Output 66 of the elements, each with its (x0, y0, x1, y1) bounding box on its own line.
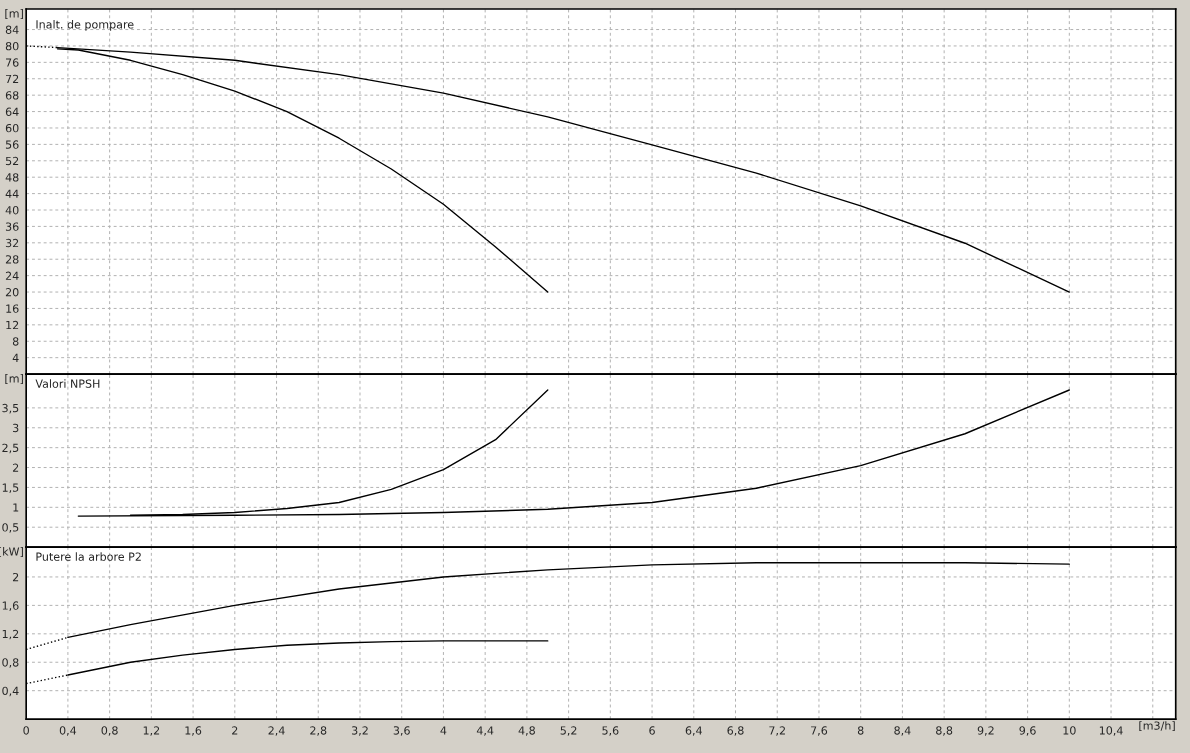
x-tick-label: 2 (232, 726, 238, 735)
y-tick-label: 1,5 (2, 483, 19, 493)
x-tick-label: 4 (440, 726, 447, 735)
x-tick-label: 8,4 (894, 726, 911, 736)
chart-title: Valori NPSH (35, 379, 100, 388)
y-tick-label: 2 (12, 463, 19, 472)
x-tick-label: 0 (23, 726, 29, 735)
y-tick-label: 4 (12, 353, 19, 362)
y-tick-label: 76 (6, 58, 19, 67)
y-tick-label: 3,5 (2, 403, 19, 414)
y-tick-label: 52 (5, 156, 19, 166)
y-tick-label: 0,5 (2, 523, 19, 533)
y-tick-label: 80 (5, 41, 19, 51)
y-tick-label: 2 (12, 572, 19, 582)
x-tick-label: 8,8 (936, 726, 953, 736)
text: Inalt. de pompare (36, 19, 134, 31)
x-tick-label: 8 (857, 726, 864, 735)
x-tick-label: 4,4 (476, 726, 494, 736)
x-tick-label: 5,2 (560, 726, 577, 736)
x-tick-label: 10,4 (1099, 726, 1123, 736)
x-tick-label: 6,8 (727, 726, 744, 736)
x-tick-label: 4,8 (518, 726, 535, 736)
x-tick-label: 6 (649, 726, 655, 735)
y-tick-label: 64 (5, 107, 19, 116)
y-tick-label: 60 (5, 123, 19, 133)
y-tick-label: 48 (5, 173, 19, 182)
y-tick-label: 84 (5, 25, 19, 34)
y-axis-title: [m] (5, 9, 23, 19)
y-tick-label: 1,6 (2, 601, 19, 611)
x-tick-label: 10 (1063, 726, 1076, 735)
y-tick-label: 1 (13, 503, 19, 512)
x-tick-label: 1,6 (185, 726, 202, 736)
x-tick-label: 9,2 (977, 726, 994, 736)
y-tick-label: 56 (5, 140, 19, 149)
y-tick-label: 24 (5, 271, 19, 280)
y-tick-label: 0,4 (2, 686, 19, 697)
x-tick-label: 7,2 (769, 726, 785, 736)
x-tick-label: 3,2 (352, 726, 368, 736)
y-tick-label: 20 (5, 288, 19, 297)
y-tick-label: 0,8 (2, 658, 19, 668)
y-tick-label: 36 (5, 222, 19, 231)
x-tick-label: 1,2 (143, 726, 160, 736)
chart-title: Putere la arbore P2 (36, 552, 141, 561)
y-tick-label: 2,5 (2, 443, 19, 454)
y-tick-label: 16 (6, 304, 19, 313)
y-tick-label: 68 (5, 91, 19, 100)
x-tick-label: 6,4 (685, 726, 702, 736)
x-tick-label: 2,8 (310, 726, 327, 736)
y-tick-label: 8 (12, 337, 19, 346)
y-tick-label: 28 (5, 255, 19, 264)
y-tick-label: 72 (6, 74, 19, 83)
y-tick-label: 1,2 (2, 629, 19, 640)
x-axis-title: [m3/h] (1139, 721, 1175, 732)
x-tick-label: 0,8 (101, 726, 118, 736)
x-tick-label: 9,6 (1019, 726, 1036, 736)
y-tick-label: 40 (5, 205, 19, 215)
y-tick-label: 32 (5, 238, 19, 248)
x-tick-label: 2,4 (268, 726, 285, 736)
y-axis-title: [m] (5, 374, 23, 384)
x-tick-label: 3,6 (393, 726, 410, 736)
y-tick-label: 12 (6, 320, 19, 330)
x-tick-label: 5,6 (602, 726, 619, 736)
y-tick-label: 3 (13, 423, 19, 433)
x-tick-label: 7,6 (811, 726, 828, 736)
x-tick-label: 0,4 (59, 726, 77, 736)
y-tick-label: 44 (5, 189, 19, 198)
